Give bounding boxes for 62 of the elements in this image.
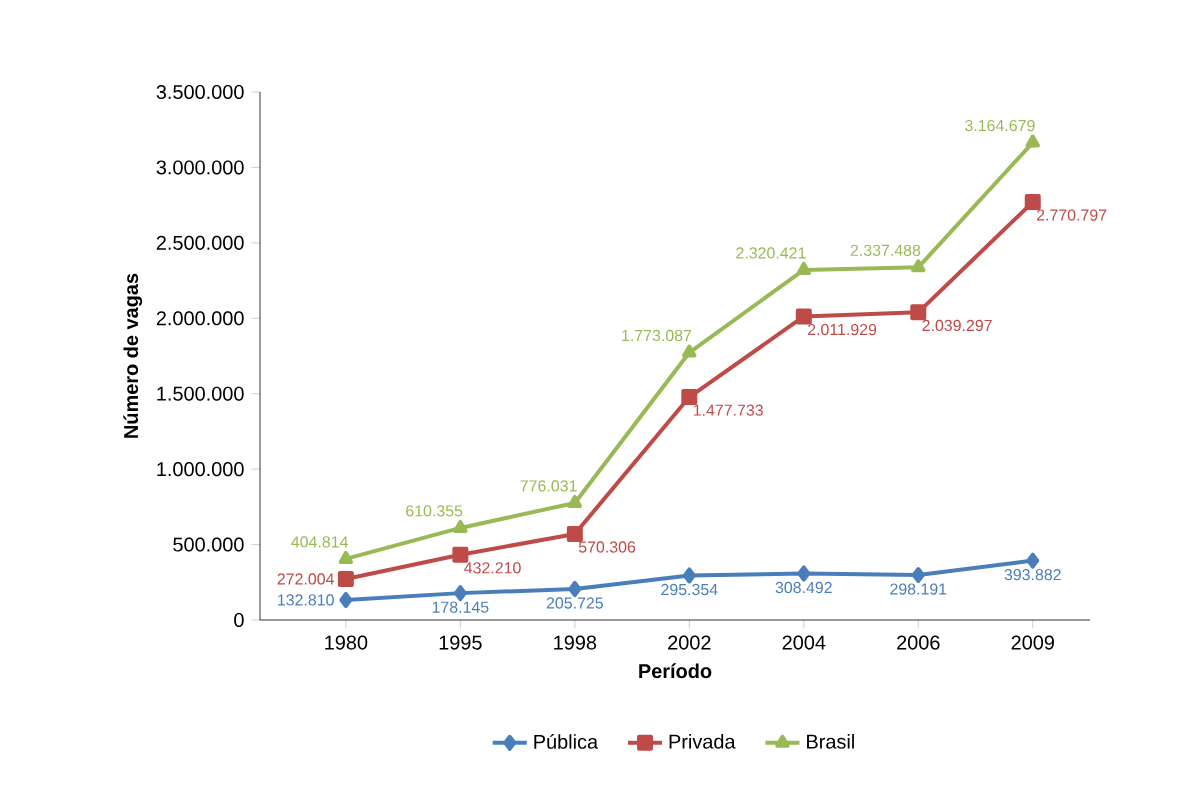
point (339, 591, 353, 608)
point (337, 570, 354, 587)
point (452, 546, 469, 563)
data-label: 298.191 (890, 583, 947, 595)
y-axis-title: Número de vagas (123, 273, 143, 438)
data-label: 776.031 (520, 480, 577, 492)
point (1024, 194, 1041, 210)
data-label: 1.773.087 (622, 329, 692, 342)
data-label: 205.725 (546, 597, 603, 609)
point (453, 519, 468, 533)
point (681, 389, 698, 406)
y-tick-label: 1.500.000 (157, 386, 244, 401)
point (567, 494, 583, 508)
legend-label: Pública (534, 733, 599, 749)
point (910, 304, 927, 321)
point (566, 525, 583, 542)
legend-label: Privada (669, 734, 736, 749)
data-label: 2.337.488 (850, 244, 921, 256)
y-tick-label: 1.000.000 (157, 462, 244, 477)
data-label: 404.814 (291, 536, 348, 548)
data-label: 1.477.733 (693, 404, 763, 416)
point (795, 308, 812, 325)
data-label: 2.320.421 (736, 247, 806, 259)
y-tick-label: 2.500.000 (156, 235, 244, 250)
data-label: 2.770.797 (1036, 209, 1107, 221)
y-tick-label: 3.500.000 (156, 84, 244, 100)
legend-label: Brasil (807, 734, 854, 749)
data-label: 272.004 (277, 573, 334, 585)
point (1026, 552, 1040, 569)
point (338, 550, 354, 564)
point (682, 567, 696, 584)
point (1025, 134, 1040, 148)
data-label: 432.210 (464, 562, 521, 574)
x-axis-title: Período (639, 663, 712, 679)
data-label: 570.306 (578, 541, 636, 553)
data-label: 178.145 (432, 601, 489, 613)
x-tick-label: 2009 (1011, 635, 1054, 650)
data-label: 2.039.297 (922, 319, 992, 332)
x-tick-label: 1980 (325, 635, 368, 650)
x-tick-label: 2002 (668, 635, 711, 650)
point (568, 580, 582, 597)
y-tick-label: 500.000 (173, 537, 244, 552)
point (911, 567, 925, 584)
data-label: 132.810 (278, 594, 334, 606)
point (797, 565, 811, 582)
data-label: 393.882 (1004, 568, 1061, 581)
data-label: 308.492 (775, 581, 832, 594)
x-tick-label: 1995 (439, 635, 482, 650)
data-label: 610.355 (406, 505, 463, 517)
data-label: 295.354 (661, 583, 718, 596)
x-tick-label: 2006 (897, 635, 940, 650)
y-tick-label: 2.000.000 (156, 311, 244, 326)
point (682, 344, 697, 358)
point (453, 585, 467, 602)
y-tick-label: 0 (234, 612, 244, 628)
x-tick-label: 1998 (554, 635, 597, 650)
data-label: 3.164.679 (965, 119, 1035, 132)
point (911, 259, 926, 273)
x-tick-label: 2004 (782, 635, 826, 650)
point (796, 261, 811, 275)
data-label: 2.011.929 (808, 323, 877, 336)
y-tick-label: 3.000.000 (156, 160, 244, 175)
